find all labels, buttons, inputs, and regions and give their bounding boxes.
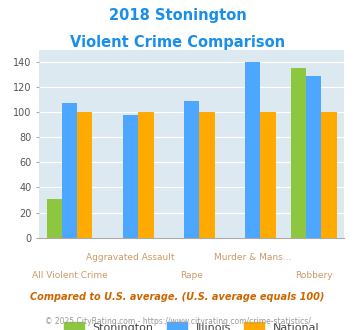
Bar (123, 115, 138, 238)
Bar (322, 112, 337, 238)
Bar (77, 112, 92, 238)
Bar (291, 68, 306, 238)
Text: Murder & Mans...: Murder & Mans... (214, 253, 291, 262)
Text: Aggravated Assault: Aggravated Assault (86, 253, 175, 262)
Text: Rape: Rape (180, 271, 203, 280)
Legend: Stonington, Illinois, National: Stonington, Illinois, National (64, 322, 320, 330)
Text: Violent Crime Comparison: Violent Crime Comparison (70, 35, 285, 50)
Bar (138, 112, 153, 238)
Text: Compared to U.S. average. (U.S. average equals 100): Compared to U.S. average. (U.S. average … (30, 292, 325, 302)
Bar (306, 76, 322, 238)
Text: © 2025 CityRating.com - https://www.cityrating.com/crime-statistics/: © 2025 CityRating.com - https://www.city… (45, 317, 310, 326)
Text: 2018 Stonington: 2018 Stonington (109, 8, 246, 23)
Bar (245, 62, 261, 238)
Bar (200, 112, 214, 238)
Text: All Violent Crime: All Violent Crime (32, 271, 108, 280)
Bar (261, 112, 275, 238)
Text: Robbery: Robbery (295, 271, 333, 280)
Bar (47, 199, 62, 238)
Bar (184, 101, 200, 238)
Bar (62, 103, 77, 238)
